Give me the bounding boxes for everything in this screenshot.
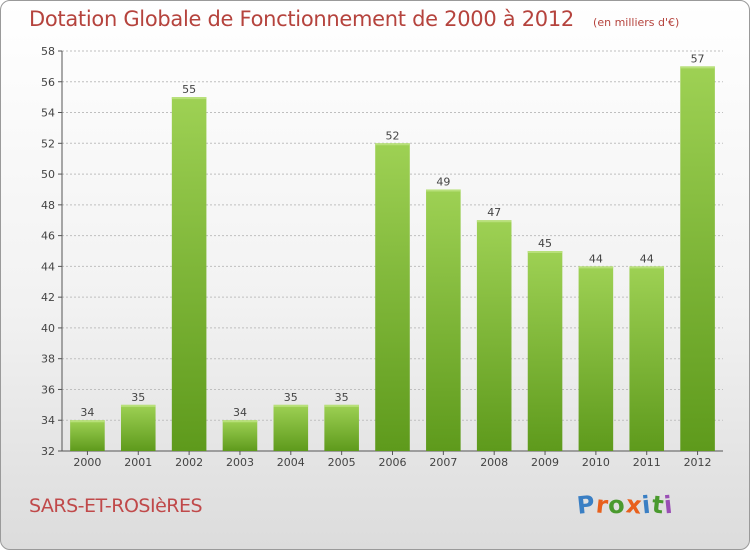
x-tick-label: 2012	[684, 456, 712, 469]
y-tick-label: 54	[41, 107, 55, 120]
bar-value-label: 49	[436, 175, 450, 188]
bar	[222, 420, 258, 451]
x-tick-label: 2006	[379, 456, 407, 469]
bar-value-label: 57	[691, 52, 705, 65]
y-tick-label: 48	[41, 199, 55, 212]
bar-value-label: 35	[131, 391, 145, 404]
bar	[375, 143, 410, 452]
bar	[527, 251, 563, 451]
title-row: Dotation Globale de Fonctionnement de 20…	[29, 7, 679, 31]
bar-value-label: 44	[640, 252, 654, 265]
y-tick-label: 44	[41, 260, 55, 273]
x-tick-label: 2011	[633, 456, 661, 469]
y-tick-label: 34	[41, 414, 55, 427]
y-tick-label: 42	[41, 291, 55, 304]
bar	[680, 66, 715, 451]
y-tick-label: 50	[41, 168, 55, 181]
bar-value-label: 55	[182, 83, 196, 96]
chart-unit-note: (en milliers d'€)	[593, 16, 680, 29]
bar-value-label: 34	[233, 406, 247, 419]
y-tick-label: 38	[41, 353, 55, 366]
x-tick-label: 2007	[429, 456, 457, 469]
bar	[629, 266, 665, 451]
x-tick-label: 2008	[480, 456, 508, 469]
y-tick-label: 40	[41, 322, 55, 335]
y-tick-label: 32	[41, 445, 55, 458]
proxiti-logo: Proxiti	[576, 490, 675, 520]
x-tick-label: 2009	[531, 456, 559, 469]
bar-value-label: 35	[284, 391, 298, 404]
y-tick-label: 46	[41, 230, 55, 243]
commune-name: SARS-ET-ROSIèRES	[29, 495, 203, 517]
bar	[578, 266, 614, 451]
x-tick-label: 2000	[73, 456, 101, 469]
bar-value-label: 47	[487, 206, 501, 219]
bar-chart: 32 34 36 38 40 42 44 46 48 50 52 54 56 58 34 2000 35 2001…	[41, 45, 723, 469]
y-tick-label: 36	[41, 383, 55, 396]
bar-value-label: 35	[335, 391, 349, 404]
bar-value-label: 52	[386, 129, 400, 142]
chart-title: Dotation Globale de Fonctionnement de 20…	[29, 7, 574, 31]
x-tick-label: 2003	[226, 456, 254, 469]
bar-value-label: 45	[538, 237, 552, 250]
y-tick-label: 56	[41, 76, 55, 89]
logo-letter: i	[662, 490, 675, 520]
bar	[324, 404, 359, 451]
x-tick-label: 2004	[277, 456, 305, 469]
x-tick-label: 2001	[124, 456, 152, 469]
bar-value-label: 34	[80, 406, 94, 419]
x-tick-label: 2002	[175, 456, 203, 469]
y-tick-label: 52	[41, 137, 55, 150]
bar	[120, 404, 156, 451]
bar	[171, 97, 207, 452]
x-tick-label: 2010	[582, 456, 610, 469]
bar	[273, 404, 309, 451]
bar	[426, 189, 461, 451]
bar	[70, 420, 105, 451]
bar-value-label: 44	[589, 252, 603, 265]
bar	[476, 220, 512, 451]
y-tick-label: 58	[41, 45, 55, 58]
x-tick-label: 2005	[328, 456, 356, 469]
